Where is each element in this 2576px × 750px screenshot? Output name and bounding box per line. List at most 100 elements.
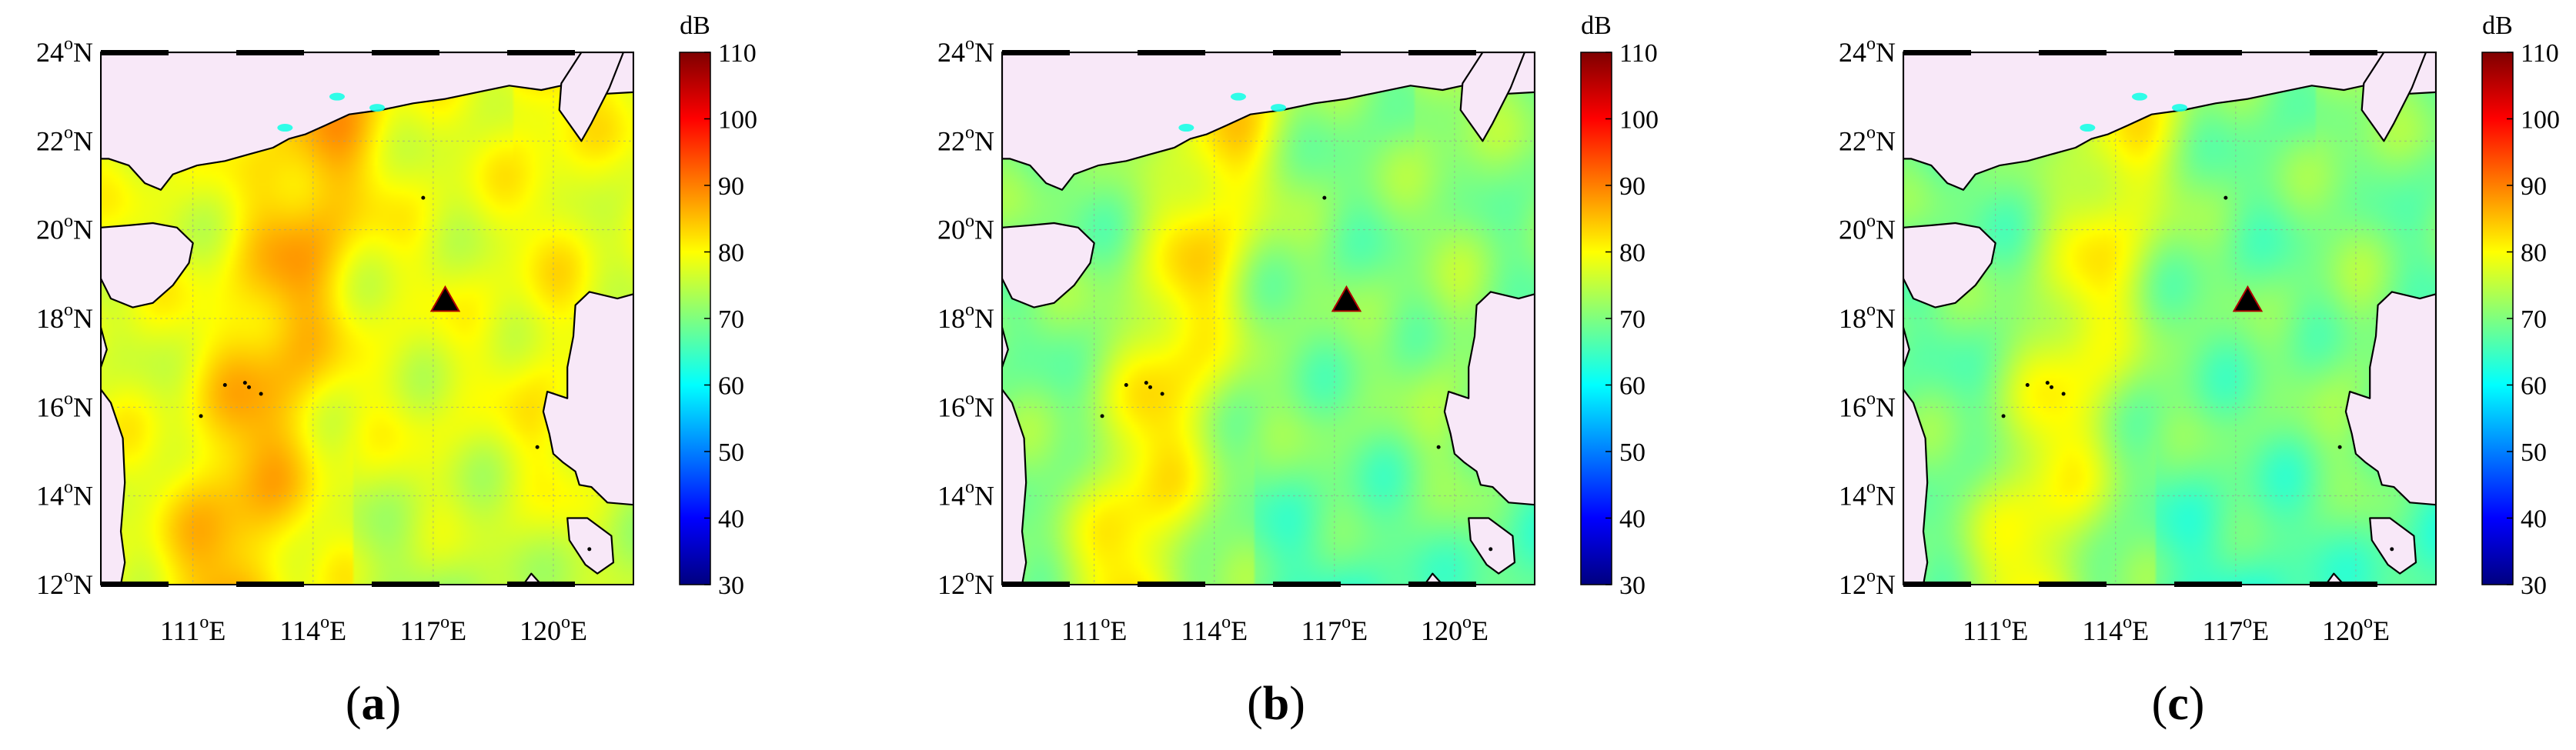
- colorbar-tick-label: 50: [2521, 438, 2547, 467]
- frame-bar-bottom: [1273, 582, 1341, 587]
- panel-label: (a): [346, 678, 401, 730]
- nearshore-patch: [369, 104, 386, 112]
- y-tick-label: 24oN: [937, 34, 994, 68]
- frame-bar-bottom: [101, 582, 169, 587]
- colorbar-tick-label: 110: [2521, 39, 2559, 68]
- frame-bar-top: [1408, 50, 1476, 55]
- source-marker: [2232, 285, 2264, 312]
- nearshore-patch: [2131, 92, 2147, 101]
- nearshore-patch: [277, 124, 293, 132]
- frame-bar-bottom: [1002, 582, 1070, 587]
- island: [2061, 392, 2066, 396]
- map-panel: 111oE 114oE 117oE 120oE 24oN 22oN 20oN 18oN 16oN…: [36, 12, 757, 730]
- x-tick-label: 120oE: [1421, 612, 1488, 646]
- land-vietnam_s: [1903, 388, 1929, 585]
- land-luzon: [2344, 291, 2436, 506]
- x-tick-label: 120oE: [520, 612, 587, 646]
- island: [2045, 381, 2050, 385]
- map-content: [101, 52, 633, 585]
- colorbar-tick-label: 90: [2521, 172, 2547, 201]
- island: [199, 414, 203, 418]
- land-vietnam_s: [101, 388, 126, 585]
- y-tick-label: 20oN: [1839, 212, 1896, 245]
- panel-label: (b): [1247, 678, 1305, 730]
- y-tick-label: 12oN: [1839, 566, 1896, 600]
- land-luzon: [1443, 291, 1535, 506]
- frame-bar-bottom: [2174, 582, 2242, 587]
- colorbar-tick-label: 100: [2521, 106, 2560, 135]
- land-hainan: [1002, 222, 1095, 308]
- nearshore-patch: [329, 92, 345, 101]
- frame-bar-top: [372, 50, 439, 55]
- x-tick-label: 114oE: [2082, 612, 2149, 646]
- colorbar-tick-label: 70: [2521, 305, 2547, 334]
- map-content: [1903, 52, 2436, 585]
- island: [2025, 383, 2030, 387]
- island: [421, 195, 426, 200]
- y-tick-label: 22oN: [36, 122, 93, 156]
- island: [1144, 381, 1148, 385]
- frame-bar-bottom: [2039, 582, 2107, 587]
- island: [1436, 445, 1441, 449]
- frame-bar-top: [1903, 50, 1971, 55]
- colorbar-tick-label: 50: [1619, 438, 1645, 467]
- colorbar-tick-label: 60: [2521, 372, 2547, 401]
- land-china: [1002, 52, 1535, 191]
- land-hainan: [1903, 222, 1996, 308]
- frame-bar-top: [1273, 50, 1341, 55]
- frame-bar-bottom: [1903, 582, 1971, 587]
- frame-bar-bottom: [372, 582, 439, 587]
- map-panel: 111oE 114oE 117oE 120oE 24oN 22oN 20oN 18oN 16oN…: [1839, 12, 2560, 730]
- colorbar-tick-label: 40: [1619, 505, 1645, 534]
- island: [2337, 445, 2342, 449]
- x-tick-label: 111oE: [1963, 612, 2028, 646]
- land-vietnam_n: [101, 326, 108, 368]
- island: [1100, 414, 1104, 418]
- colorbar-tick-label: 50: [718, 438, 744, 467]
- frame-bar-top: [1002, 50, 1070, 55]
- y-tick-label: 12oN: [937, 566, 994, 600]
- colorbar-tick-label: 60: [1619, 372, 1645, 401]
- land-taiwan: [2360, 52, 2427, 142]
- land-luzon: [542, 291, 633, 506]
- y-tick-label: 22oN: [937, 122, 994, 156]
- colorbar-tick-label: 30: [2521, 572, 2547, 600]
- nearshore-patch: [1271, 104, 1287, 112]
- y-tick-label: 18oN: [36, 300, 93, 334]
- land-taiwan: [1459, 52, 1526, 142]
- colorbar-tick-label: 80: [2521, 239, 2547, 268]
- x-tick-label: 111oE: [160, 612, 226, 646]
- frame-bar-top: [1138, 50, 1205, 55]
- colorbar-unit: dB: [1581, 12, 1612, 40]
- land-china: [1903, 52, 2436, 191]
- frame-bar-bottom: [507, 582, 575, 587]
- colorbar-unit: dB: [680, 12, 710, 40]
- nearshore-patch: [1230, 92, 1246, 101]
- y-tick-label: 24oN: [1839, 34, 1896, 68]
- island: [1322, 195, 1327, 200]
- nearshore-patch: [2080, 124, 2096, 132]
- island: [242, 381, 247, 385]
- x-tick-label: 120oE: [2322, 612, 2390, 646]
- source-marker: [1331, 285, 1362, 312]
- y-tick-label: 18oN: [1839, 300, 1896, 334]
- island: [535, 445, 540, 449]
- y-tick-label: 24oN: [36, 34, 93, 68]
- frame-bar-top: [2174, 50, 2242, 55]
- y-tick-label: 16oN: [36, 388, 93, 422]
- x-tick-label: 117oE: [1301, 612, 1368, 646]
- colorbar-tick-label: 40: [718, 505, 744, 534]
- map-frame: [1001, 52, 1535, 585]
- frame-bar-bottom: [1408, 582, 1476, 587]
- island: [2001, 414, 2006, 418]
- colorbar-tick-label: 110: [718, 39, 757, 68]
- land-china: [101, 52, 633, 191]
- land-mindoro: [1468, 517, 1516, 575]
- y-tick-label: 20oN: [937, 212, 994, 245]
- y-tick-label: 12oN: [36, 566, 93, 600]
- colorbar-tick-label: 70: [718, 305, 744, 334]
- colorbar-tick-label: 80: [1619, 239, 1645, 268]
- land-mindoro: [2369, 517, 2417, 575]
- y-tick-label: 14oN: [36, 478, 93, 512]
- x-tick-label: 117oE: [2203, 612, 2270, 646]
